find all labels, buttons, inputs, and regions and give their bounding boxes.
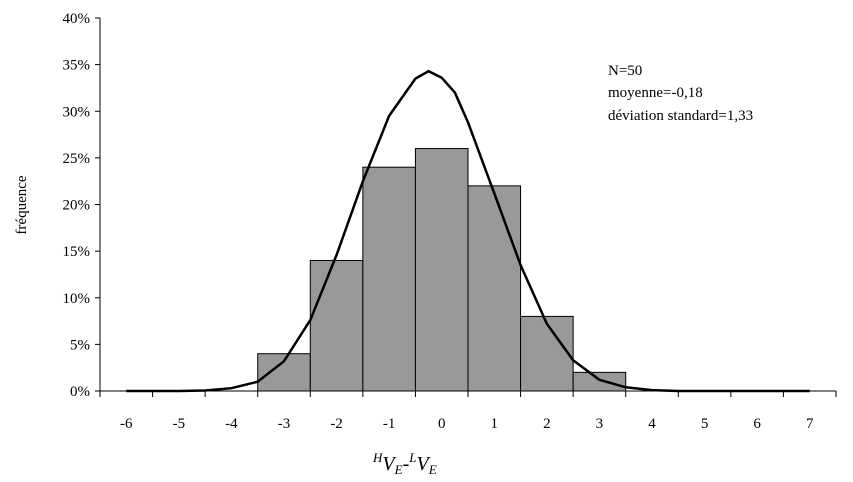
x-tick-label: 7 [806,416,814,432]
y-tick-label: 15% [63,244,91,260]
x-ticks-group: -6 -5 -4 -3 -2 -1 0 1 2 3 4 5 6 7 [99,391,837,432]
annotation-std: déviation standard=1,33 [608,108,753,124]
y-tick-label: 35% [63,58,91,74]
y-tick-label: 30% [63,104,91,120]
bar-1 [467,185,522,392]
y-ticks-group: 0% 5% 10% 15% 20% 25% 30% 35% 40% [63,11,100,400]
bar--2 [309,259,364,392]
stats-annotation: N=50 moyenne=-0,18 déviation standard=1,… [608,63,753,124]
x-label-sub-2: E [428,462,437,477]
annotation-mean: moyenne=-0,18 [608,85,703,101]
x-tick-label: 3 [596,416,604,432]
x-tick-label: -5 [173,416,186,432]
y-axis-label: fréquence [14,175,30,234]
bar-3 [572,371,627,392]
x-label-main-1: V [382,453,397,475]
bar-0 [414,148,469,392]
bars-group [257,148,627,392]
y-tick-label: 5% [70,337,90,353]
x-tick-label: -3 [278,416,291,432]
x-tick-label: -2 [330,416,343,432]
bar--1 [362,166,416,392]
x-tick-label: 4 [648,416,656,432]
y-tick-label: 40% [63,11,91,27]
x-tick-label: 1 [491,416,499,432]
x-tick-label: -6 [120,416,133,432]
y-tick-label: 20% [63,198,91,214]
x-label-sub-1: E [394,462,403,477]
y-tick-label: 25% [63,151,91,167]
x-tick-label: 0 [438,416,446,432]
x-axis-label: HVE-LVE [372,450,437,477]
normal-curve-line [126,69,810,393]
x-label-sup-1: H [372,450,383,465]
x-tick-label: 5 [701,416,709,432]
x-label-main-2: V [416,453,431,475]
bar-2 [520,315,574,392]
x-tick-label: -4 [225,416,238,432]
x-tick-label: 6 [753,416,761,432]
y-tick-label: 0% [70,384,90,400]
x-label-sup-2: L [408,450,416,465]
annotation-n: N=50 [608,63,642,79]
x-label-dash: - [403,453,410,475]
x-tick-label: -1 [383,416,396,432]
x-tick-label: 2 [543,416,551,432]
y-tick-label: 10% [63,291,91,307]
